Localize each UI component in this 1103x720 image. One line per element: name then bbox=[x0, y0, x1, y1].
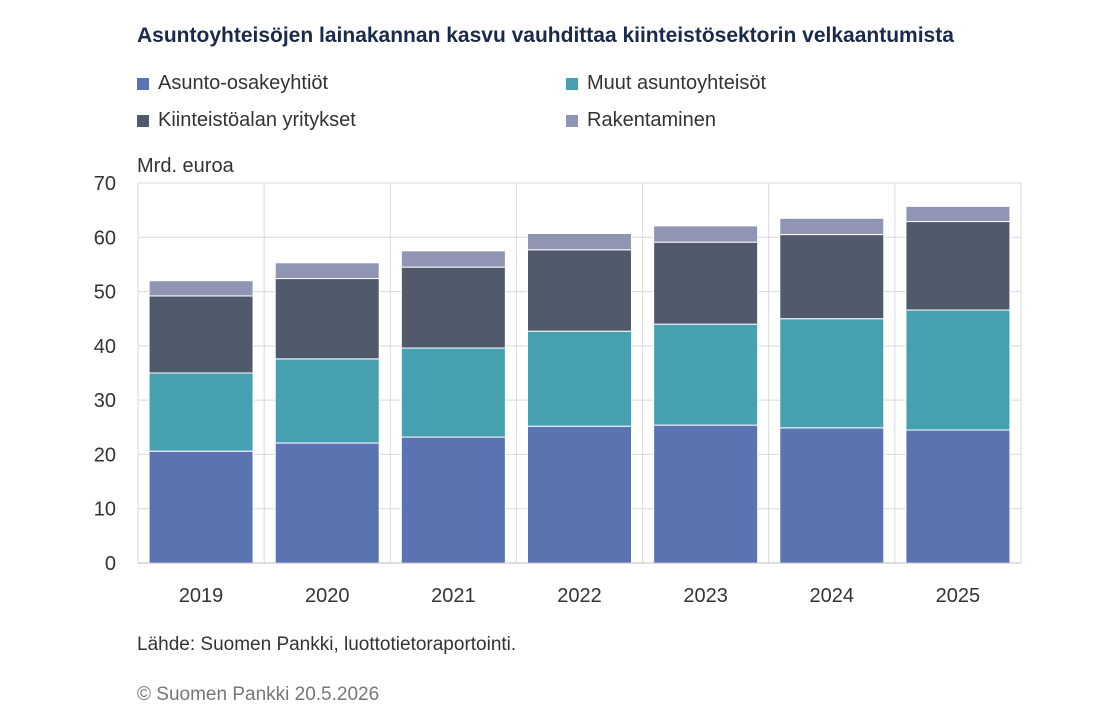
bar-segment bbox=[274, 442, 380, 564]
x-tick-label: 2024 bbox=[810, 585, 855, 607]
legend-item-rakentaminen: Rakentaminen bbox=[566, 109, 716, 132]
bar-segment bbox=[779, 318, 885, 429]
legend-item-kiinteistoalan-yritykset: Kiinteistöalan yritykset bbox=[137, 109, 356, 132]
bar-segment bbox=[400, 250, 506, 268]
copyright-note: © Suomen Pankki 20.5.2026 bbox=[137, 684, 380, 705]
legend-label: Muut asuntoyhteisöt bbox=[587, 72, 766, 94]
bar-segment bbox=[527, 249, 632, 332]
legend-swatch bbox=[137, 114, 149, 127]
bar-segment bbox=[779, 234, 885, 320]
y-tick-label: 70 bbox=[94, 173, 116, 195]
legend-item-asunto-osakeyhtiot: Asunto-osakeyhtiöt bbox=[137, 72, 328, 95]
chart-title: Asuntoyhteisöjen lainakannan kasvu vauhd… bbox=[137, 24, 954, 47]
y-tick-label: 60 bbox=[94, 227, 116, 249]
x-tick-label: 2023 bbox=[683, 585, 728, 607]
bar-segment bbox=[905, 221, 1011, 311]
bar-segment bbox=[527, 232, 632, 251]
bar-segment bbox=[148, 450, 254, 564]
bar-segment bbox=[148, 280, 254, 297]
bar-segment bbox=[653, 424, 759, 564]
y-axis-label: Mrd. euroa bbox=[137, 155, 234, 177]
bar-segment bbox=[148, 372, 254, 452]
bar-segment bbox=[653, 241, 759, 325]
legend-label: Asunto-osakeyhtiöt bbox=[158, 72, 329, 94]
y-tick-label: 50 bbox=[94, 282, 116, 304]
source-note: Lähde: Suomen Pankki, luottotietoraporto… bbox=[137, 634, 517, 655]
x-tick-label: 2020 bbox=[305, 585, 350, 607]
bar-segment bbox=[905, 205, 1011, 223]
y-tick-label: 10 bbox=[94, 499, 116, 521]
y-tick-label: 20 bbox=[94, 444, 116, 466]
legend-label: Rakentaminen bbox=[587, 109, 716, 131]
bar-segment bbox=[653, 225, 759, 243]
bar-segment bbox=[274, 278, 380, 360]
bar-segment bbox=[527, 425, 632, 564]
bar-segment bbox=[400, 436, 506, 564]
y-tick-label: 40 bbox=[94, 336, 116, 358]
bar-segment bbox=[400, 347, 506, 438]
bar-segment bbox=[527, 330, 632, 427]
bar-segment bbox=[779, 427, 885, 564]
bar-segment bbox=[148, 295, 254, 374]
bar-segment bbox=[400, 266, 506, 349]
bar-segment bbox=[905, 309, 1011, 431]
x-tick-label: 2021 bbox=[431, 585, 476, 607]
bar-segment bbox=[274, 262, 380, 280]
bar-segment bbox=[779, 217, 885, 236]
bar-segment bbox=[274, 358, 380, 444]
x-tick-label: 2025 bbox=[936, 585, 981, 607]
y-tick-label: 0 bbox=[105, 553, 116, 575]
x-tick-label: 2022 bbox=[557, 585, 602, 607]
bar-segment bbox=[653, 323, 759, 426]
bar-segment bbox=[905, 429, 1011, 564]
y-tick-label: 30 bbox=[94, 390, 116, 412]
legend-swatch bbox=[566, 77, 578, 90]
legend-swatch bbox=[137, 77, 149, 90]
legend-item-muut-asuntoyhteisot: Muut asuntoyhteisöt bbox=[566, 72, 766, 95]
x-tick-label: 2019 bbox=[179, 585, 224, 607]
legend-swatch bbox=[566, 114, 578, 127]
legend-label: Kiinteistöalan yritykset bbox=[158, 109, 356, 131]
